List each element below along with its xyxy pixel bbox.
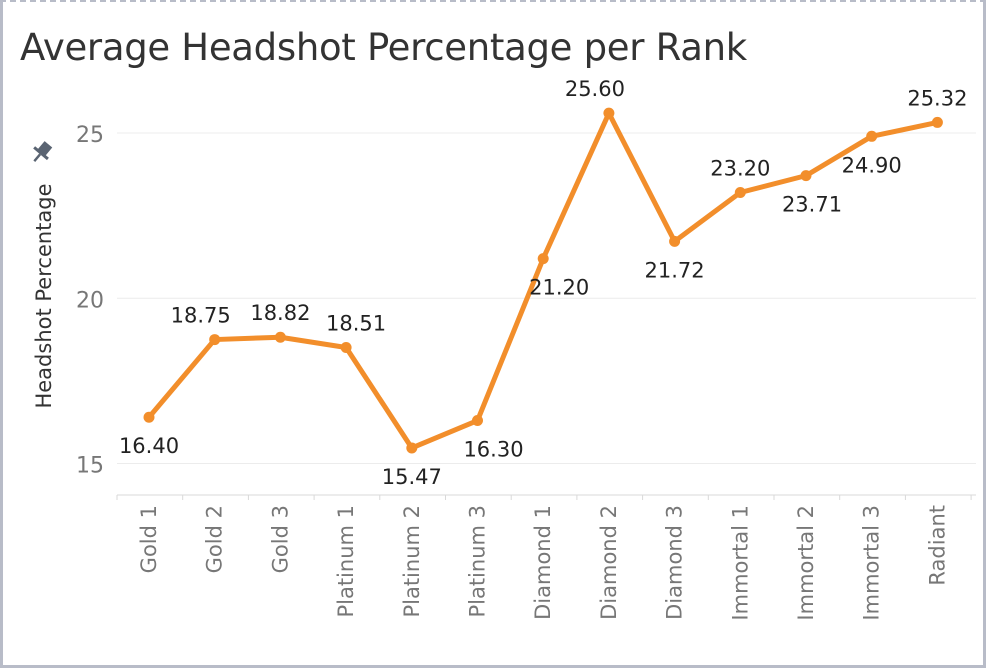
x-tick-label: Diamond 3 bbox=[663, 505, 687, 620]
y-tick-label: 15 bbox=[76, 454, 104, 479]
data-point[interactable] bbox=[537, 253, 549, 265]
chart-title: Average Headshot Percentage per Rank bbox=[20, 26, 747, 69]
x-tick-label: Gold 2 bbox=[203, 505, 227, 573]
pin-icon[interactable] bbox=[27, 139, 55, 167]
x-tick-label: Immortal 3 bbox=[860, 505, 884, 621]
data-label: 16.30 bbox=[463, 438, 523, 462]
data-label: 25.32 bbox=[907, 86, 967, 110]
data-label: 21.20 bbox=[529, 276, 589, 300]
data-point[interactable] bbox=[472, 415, 483, 427]
data-point[interactable] bbox=[669, 235, 681, 247]
data-point[interactable] bbox=[143, 411, 155, 423]
x-tick-label: Diamond 1 bbox=[531, 505, 555, 620]
data-point[interactable] bbox=[866, 130, 878, 142]
y-tick-label: 20 bbox=[76, 288, 104, 313]
pin-icon-base bbox=[33, 146, 49, 161]
data-point[interactable] bbox=[274, 331, 286, 343]
data-point[interactable] bbox=[800, 170, 812, 182]
x-tick-label: Radiant bbox=[925, 505, 949, 586]
data-label: 18.82 bbox=[250, 301, 310, 325]
x-tick-label: Platinum 2 bbox=[400, 505, 424, 618]
x-tick-label: Immortal 1 bbox=[728, 505, 752, 621]
data-labels: 16.40 18.75 18.82 18.51 15.47 16.30 21.20 25.60… bbox=[119, 77, 968, 489]
data-point[interactable] bbox=[931, 116, 943, 128]
pin-icon-needle bbox=[33, 153, 41, 162]
data-label: 18.51 bbox=[326, 311, 386, 335]
data-label: 16.40 bbox=[119, 434, 179, 458]
data-point[interactable] bbox=[734, 186, 746, 198]
data-label: 15.47 bbox=[382, 465, 442, 489]
data-point[interactable] bbox=[603, 107, 615, 119]
data-label: 23.71 bbox=[782, 193, 842, 217]
data-label: 25.60 bbox=[565, 77, 625, 101]
data-points bbox=[143, 107, 943, 454]
y-axis-ticks: 15 20 25 bbox=[76, 123, 104, 479]
y-tick-label: 25 bbox=[76, 123, 104, 148]
data-label: 18.75 bbox=[171, 304, 231, 328]
x-tick-label: Platinum 3 bbox=[466, 505, 490, 618]
x-axis: Gold 1 Gold 2 Gold 3 Platinum 1 Platinum 2 Pl… bbox=[116, 494, 976, 621]
data-label: 21.72 bbox=[645, 258, 705, 282]
x-tick-label: Platinum 1 bbox=[334, 505, 358, 618]
x-tick-label: Gold 1 bbox=[137, 505, 161, 573]
data-point[interactable] bbox=[340, 341, 352, 353]
data-point[interactable] bbox=[406, 442, 418, 454]
data-point[interactable] bbox=[209, 334, 221, 346]
data-label: 23.20 bbox=[710, 156, 770, 180]
x-tick-label: Immortal 2 bbox=[794, 505, 818, 621]
gridlines bbox=[117, 132, 976, 464]
x-tick-label: Diamond 2 bbox=[597, 505, 621, 620]
y-axis-label: Headshot Percentage bbox=[32, 183, 56, 408]
data-label: 24.90 bbox=[842, 153, 902, 177]
x-tick-label: Gold 3 bbox=[268, 505, 292, 573]
